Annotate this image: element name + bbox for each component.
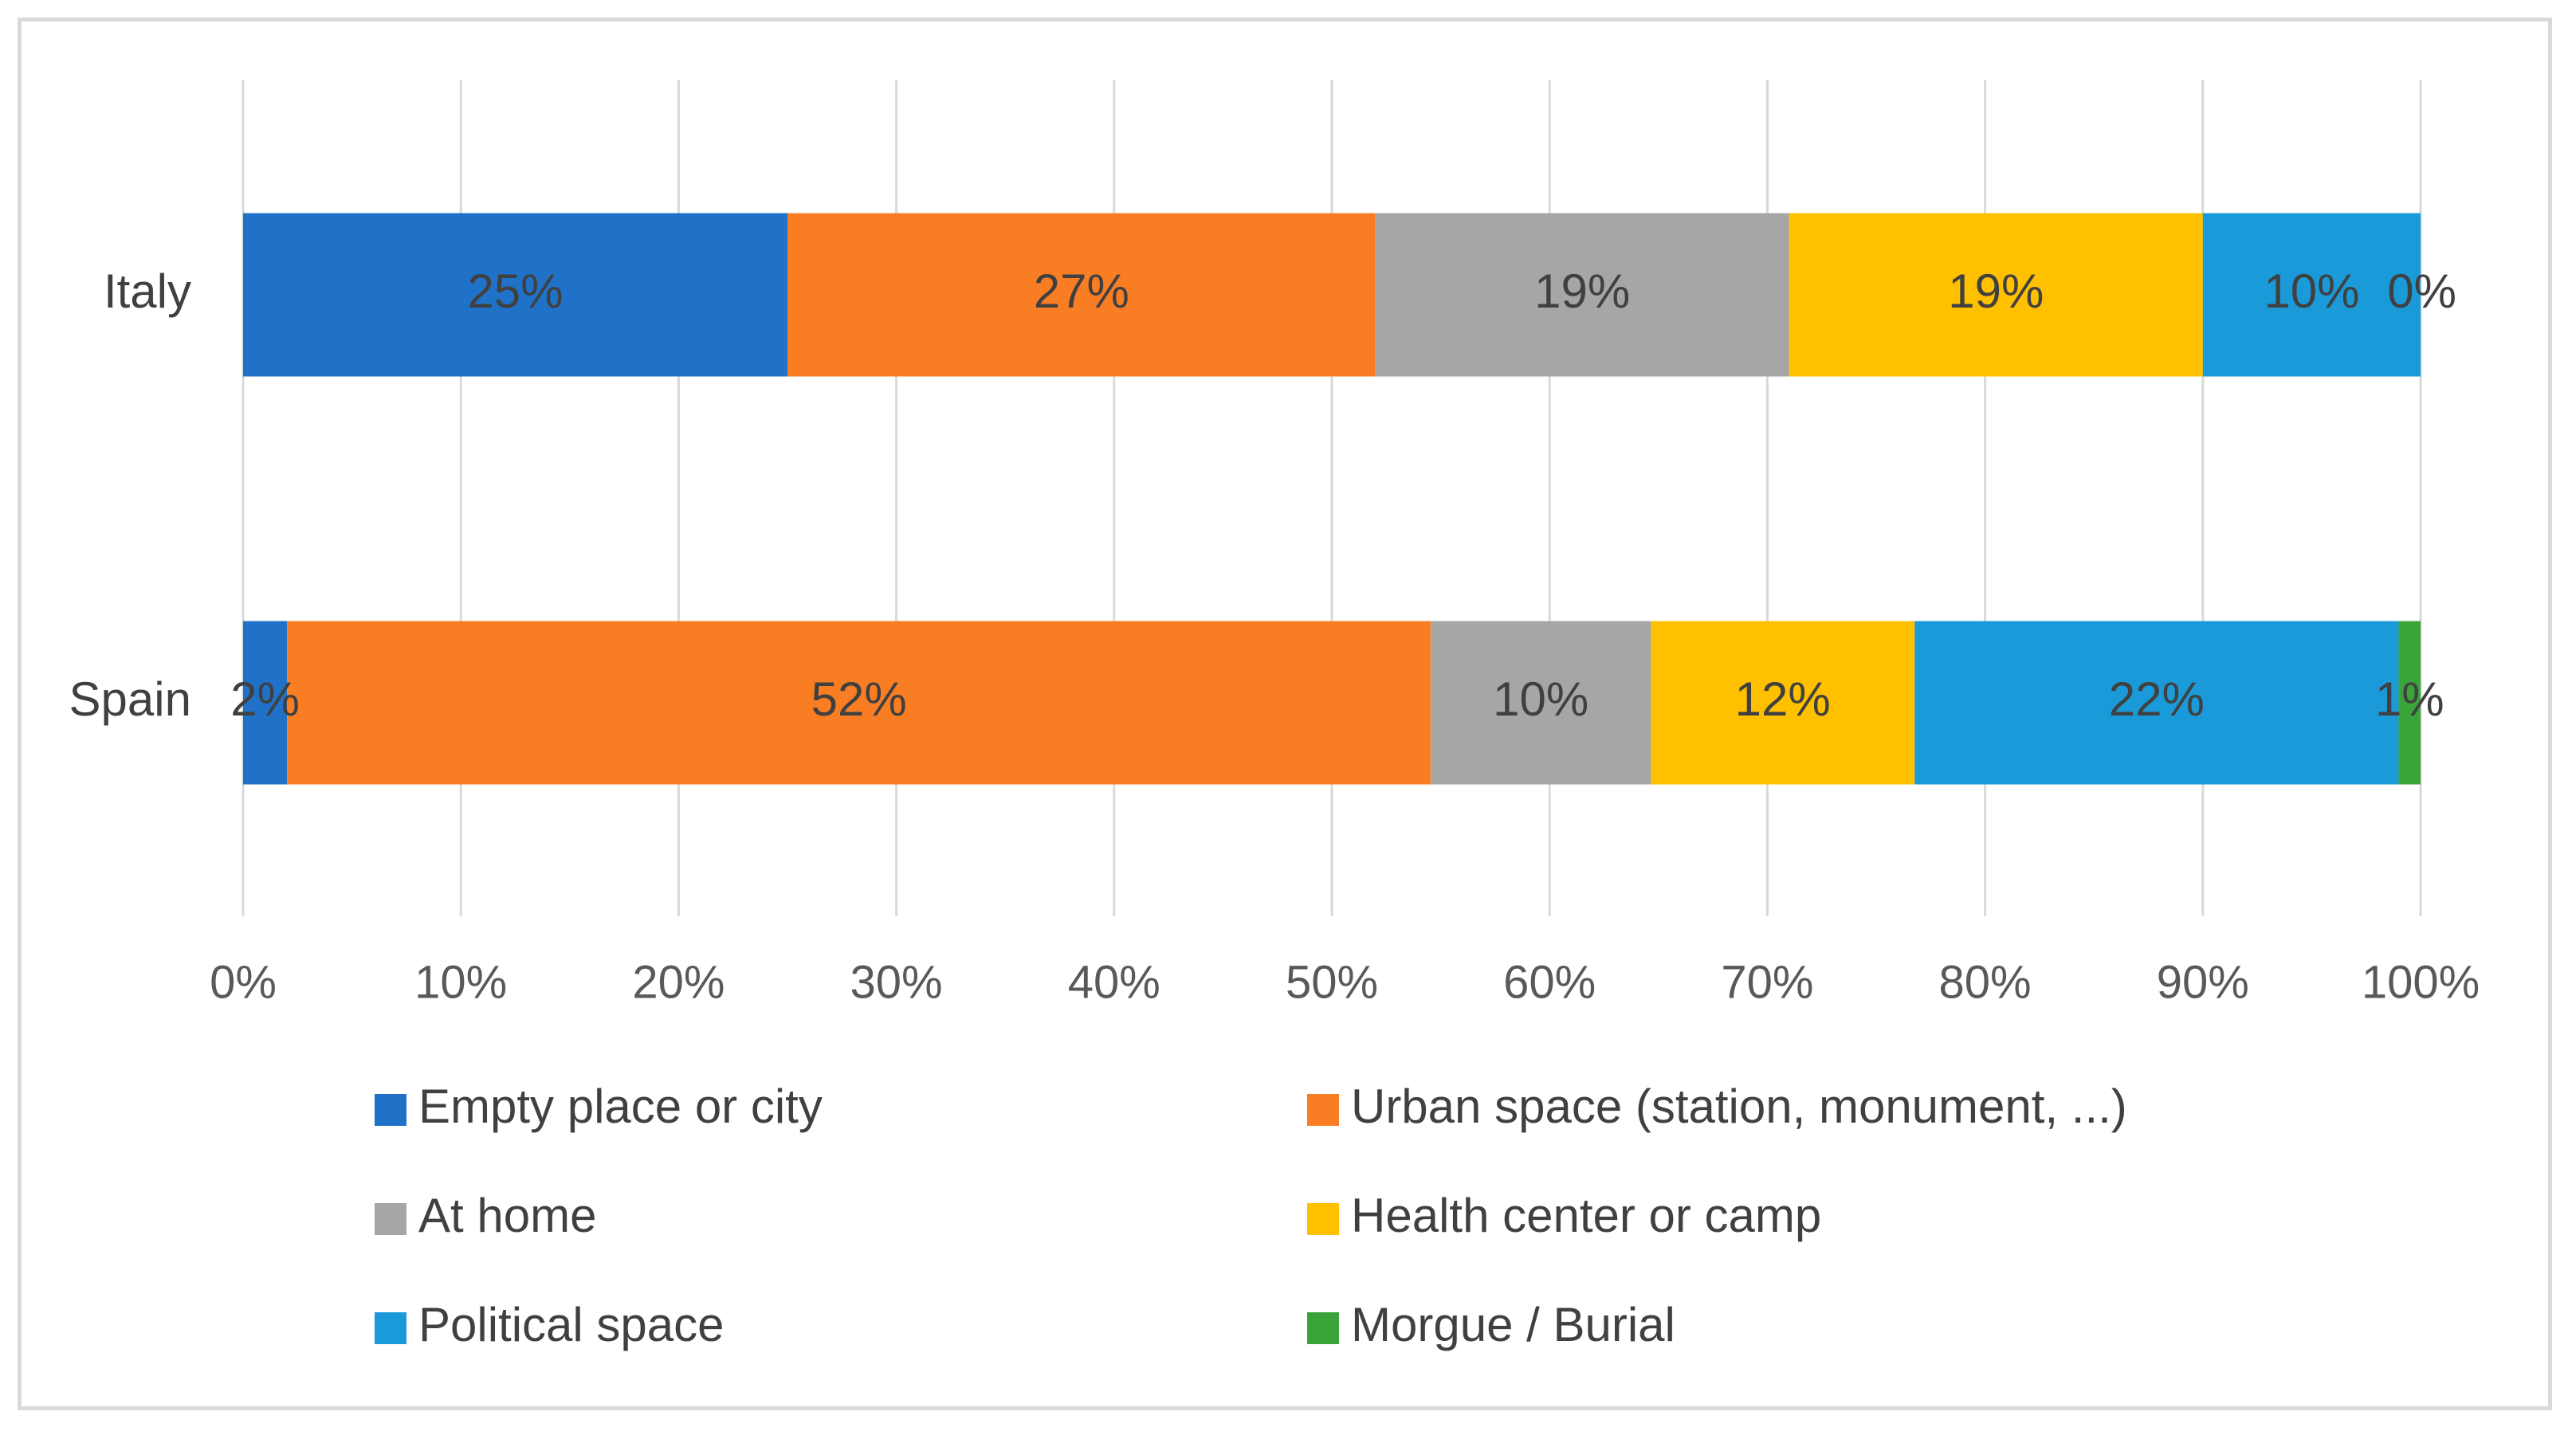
bar-segment [287,621,1431,785]
data-label: 1% [2375,672,2444,726]
x-tick-label: 20% [632,956,724,1008]
legend: Empty place or city Urban space (station,… [375,1080,2127,1351]
bar-segment [2398,621,2421,785]
bar-segment [243,621,288,785]
data-label: 0% [2387,265,2456,318]
x-tick-label: 30% [850,956,943,1008]
legend-swatch [1307,1203,1339,1235]
data-label: 12% [1735,672,1831,726]
legend-label: Morgue / Burial [1351,1298,1675,1351]
data-label: 10% [1493,672,1588,726]
bars [243,213,2421,785]
bar-segment [1914,621,2399,785]
gridlines [242,80,2422,916]
legend-swatch [375,1203,406,1235]
bar-segment [1789,213,2203,377]
bar-segment [1375,213,1789,377]
legend-swatch [1307,1312,1339,1344]
data-labels: 25% 27% 19% 19% 10% 0% 2% 52% 10% 12% 22% 1% [230,265,2456,726]
data-label: 10% [2264,265,2359,318]
legend-label: Health center or camp [1351,1189,1821,1242]
legend-label: Urban space (station, monument, ...) [1351,1080,2127,1133]
data-label: 27% [1034,265,1129,318]
bar-segment [1431,621,1651,785]
bar-segment [2202,213,2421,377]
x-tick-label: 70% [1721,956,1813,1008]
bar-segment [243,213,787,377]
legend-label: At home [418,1189,596,1242]
bar-segment [787,213,1376,377]
axes: 0% 10% 20% 30% 40% 50% 60% 70% 80% 90% 100% Italy Sp… [69,265,2480,1008]
data-label: 19% [1534,265,1630,318]
legend-swatch [375,1312,406,1344]
x-tick-label: 100% [2362,956,2480,1008]
legend-swatch [375,1094,406,1126]
legend-label: Political space [418,1298,724,1351]
data-label: 22% [2109,672,2205,726]
data-label: 19% [1948,265,2044,318]
x-tick-label: 90% [2157,956,2249,1008]
category-label: Italy [104,265,191,318]
data-label: 52% [811,672,907,726]
x-tick-label: 80% [1939,956,2032,1008]
x-tick-label: 10% [414,956,507,1008]
legend-swatch [1307,1094,1339,1126]
x-tick-label: 40% [1068,956,1160,1008]
legend-label: Empty place or city [418,1080,823,1133]
bar-segment [1651,621,1915,785]
x-tick-label: 60% [1503,956,1596,1008]
x-tick-label: 50% [1286,956,1378,1008]
data-label: 2% [230,672,300,726]
data-label: 25% [467,265,563,318]
x-tick-label: 0% [210,956,277,1008]
category-label: Spain [69,672,191,726]
